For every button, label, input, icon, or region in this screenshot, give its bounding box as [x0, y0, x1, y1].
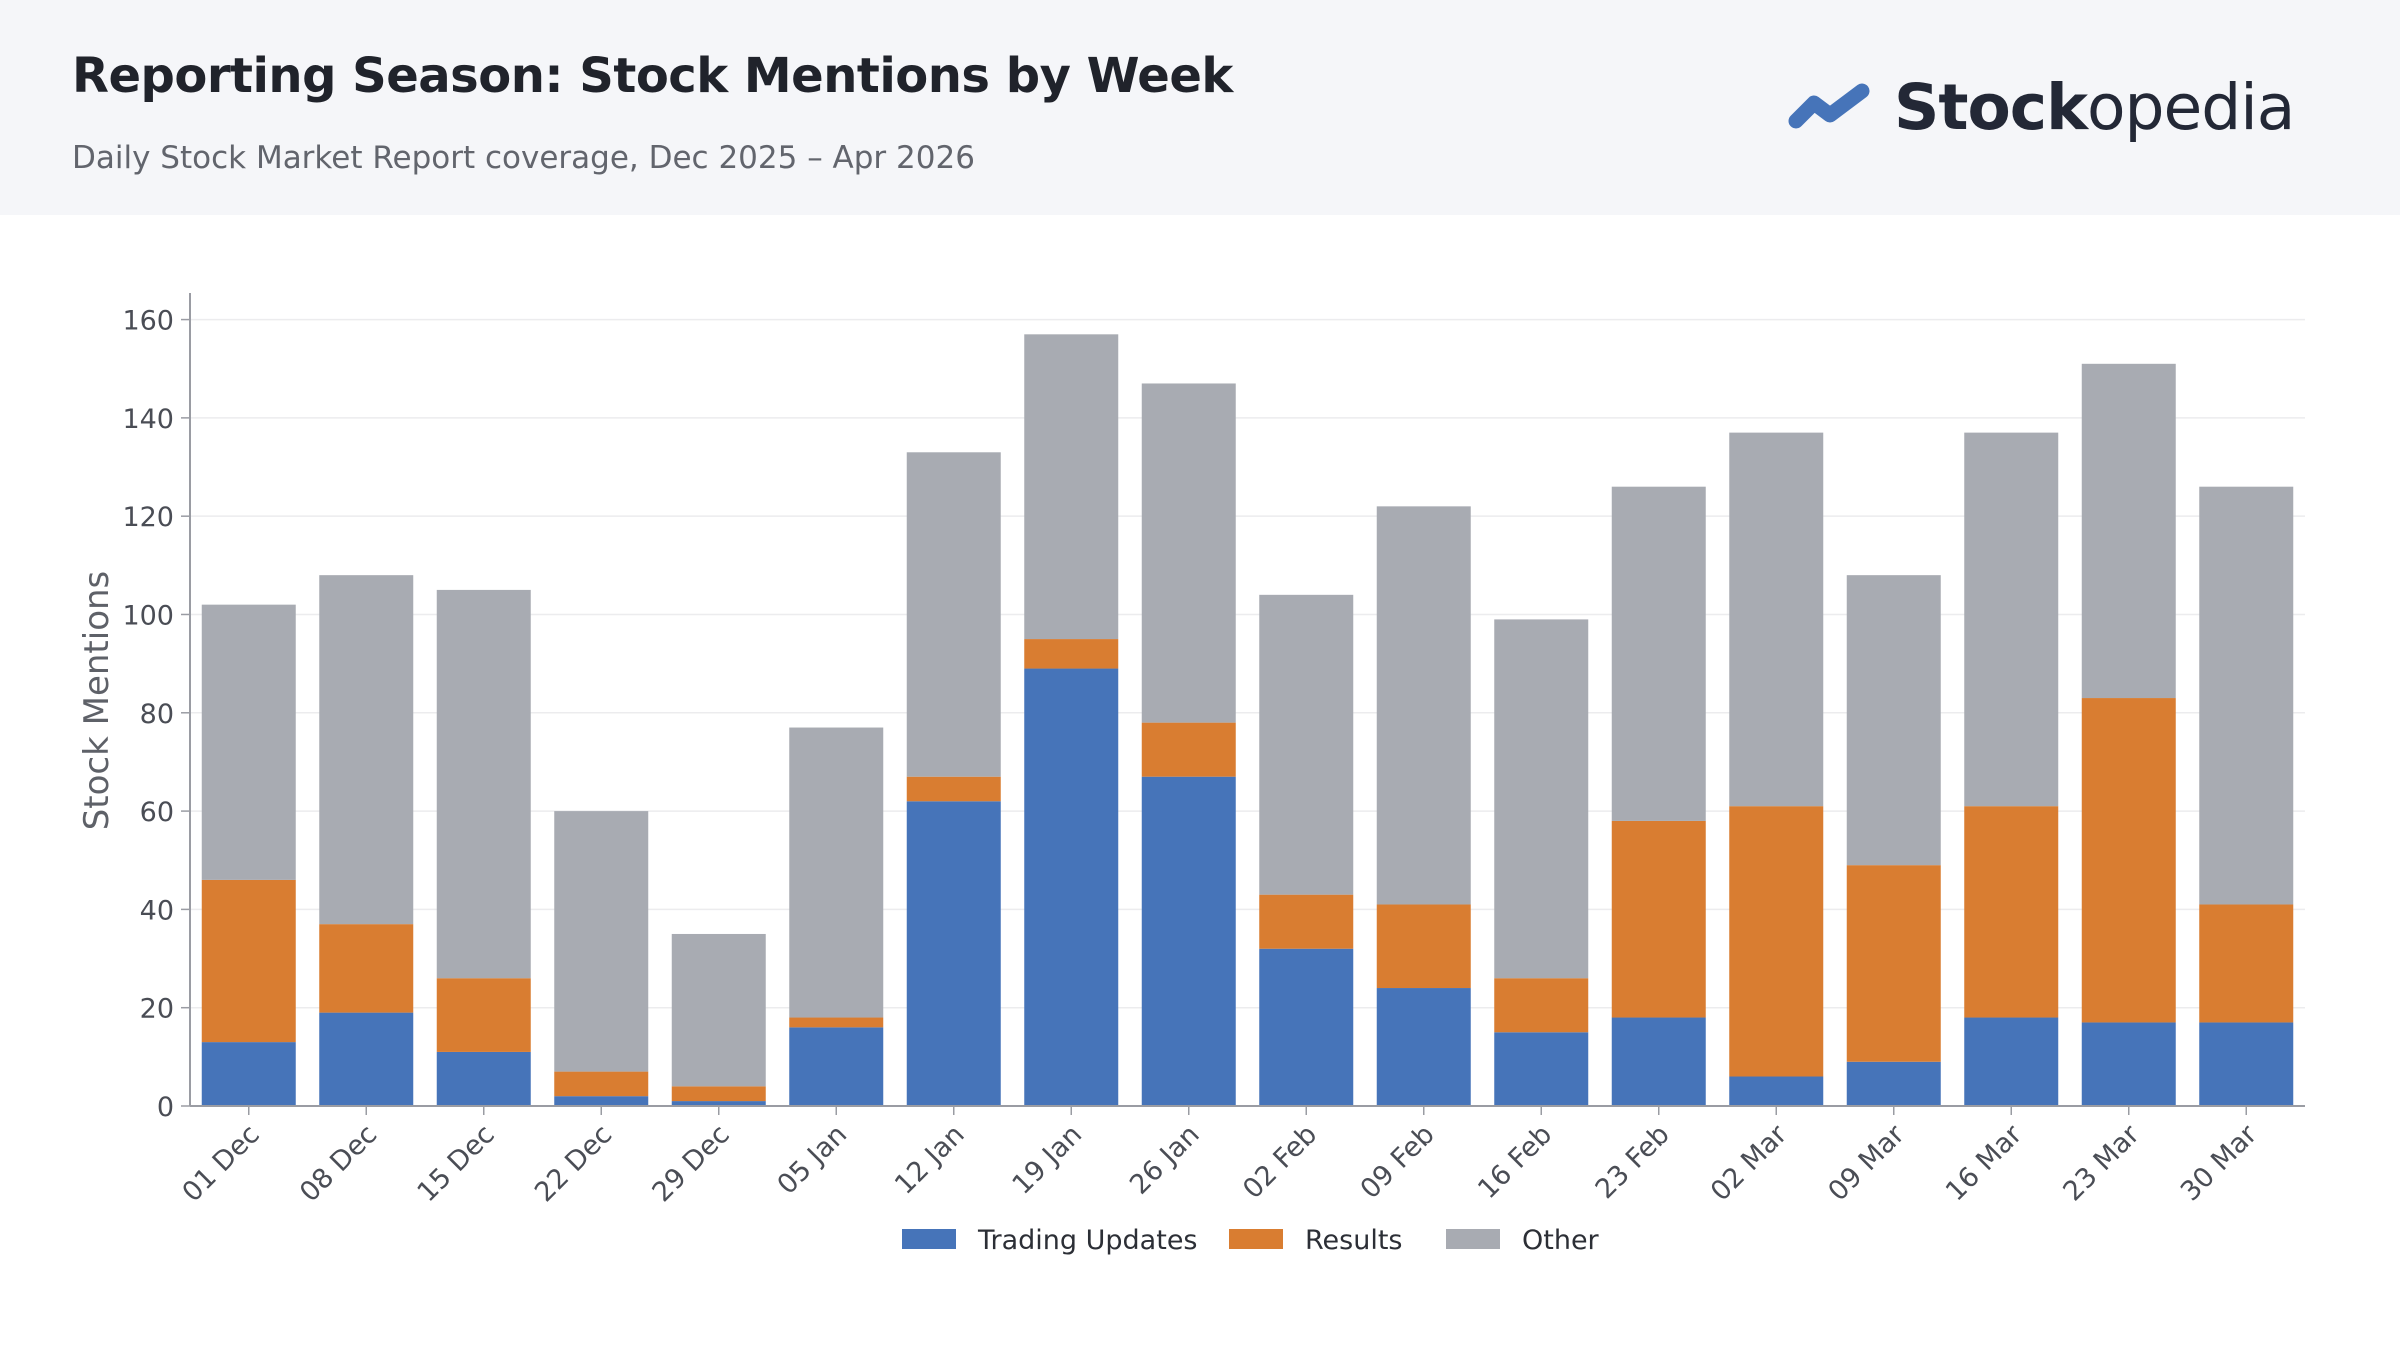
bar-other: [2081, 363, 2176, 699]
bar-trading-updates: [906, 801, 1001, 1106]
bar-results: [2199, 904, 2294, 1023]
legend-swatch: [1446, 1229, 1500, 1249]
bar-trading-updates: [1611, 1017, 1706, 1106]
bar-results: [671, 1086, 766, 1102]
x-tick-label: 02 Feb: [1237, 1119, 1323, 1205]
bar-other: [1611, 486, 1706, 821]
bar-results: [1259, 894, 1354, 949]
x-tick-label: 23 Mar: [2057, 1118, 2146, 1207]
y-tick-label: 0: [157, 1092, 174, 1123]
bar-other: [2199, 486, 2294, 905]
y-tick-label: 20: [140, 994, 174, 1025]
bar-results: [1024, 639, 1119, 669]
y-axis-label: Stock Mentions: [77, 571, 117, 831]
bar-other: [789, 727, 884, 1018]
bar-other: [1964, 432, 2059, 807]
chart-subtitle: Daily Stock Market Report coverage, Dec …: [72, 140, 975, 176]
bar-results: [1376, 904, 1471, 989]
legend-swatch: [1229, 1229, 1283, 1249]
legend-label: Other: [1522, 1225, 1600, 1256]
bar-other: [1376, 506, 1471, 905]
bar-trading-updates: [789, 1027, 884, 1106]
bar-trading-updates: [1846, 1061, 1941, 1106]
bar-other: [1141, 383, 1236, 723]
bar-trading-updates: [201, 1042, 296, 1106]
bar-other: [1494, 619, 1589, 979]
bar-results: [789, 1017, 884, 1028]
legend-label: Trading Updates: [977, 1225, 1198, 1256]
logo-mark-icon: [1788, 83, 1870, 129]
bar-trading-updates: [2199, 1022, 2294, 1106]
y-tick-label: 40: [140, 895, 174, 926]
bar-results: [1141, 722, 1236, 777]
y-tick-label: 160: [122, 306, 174, 337]
bar-results: [1494, 978, 1589, 1033]
bar-other: [436, 589, 531, 979]
bar-results: [1611, 820, 1706, 1018]
bar-trading-updates: [554, 1096, 649, 1106]
x-tick-label: 09 Mar: [1822, 1118, 1911, 1207]
bar-other: [906, 452, 1001, 777]
x-tick-label: 16 Feb: [1472, 1119, 1558, 1205]
bar-results: [2081, 698, 2176, 1023]
x-tick-label: 02 Mar: [1705, 1118, 1794, 1207]
bar-trading-updates: [1964, 1017, 2059, 1106]
logo-wordmark-bold: Stock: [1894, 70, 2088, 144]
bar-results: [554, 1071, 649, 1097]
y-tick-label: 100: [122, 600, 174, 631]
x-tick-label: 12 Jan: [889, 1119, 971, 1201]
bar-results: [319, 924, 414, 1013]
bar-results: [1964, 806, 2059, 1018]
bar-trading-updates: [1024, 668, 1119, 1106]
y-tick-label: 80: [140, 699, 174, 730]
bar-results: [1846, 865, 1941, 1062]
legend-label: Results: [1305, 1225, 1403, 1256]
bar-trading-updates: [436, 1051, 531, 1106]
bar-results: [201, 879, 296, 1043]
bar-other: [201, 604, 296, 880]
bar-results: [906, 776, 1001, 802]
logo-wordmark: Stockopedia: [1894, 70, 2295, 144]
bar-other: [1259, 594, 1354, 895]
x-tick-label: 23 Feb: [1590, 1119, 1676, 1205]
x-tick-label: 08 Dec: [294, 1119, 383, 1208]
x-tick-label: 09 Feb: [1355, 1119, 1441, 1205]
legend-swatch: [902, 1229, 956, 1249]
x-tick-label: 01 Dec: [176, 1119, 265, 1208]
bar-other: [1024, 334, 1119, 640]
bar-trading-updates: [1729, 1076, 1824, 1106]
x-tick-label: 15 Dec: [411, 1119, 500, 1208]
x-tick-label: 16 Mar: [1940, 1118, 2029, 1207]
bar-results: [436, 978, 531, 1052]
bar-other: [671, 933, 766, 1087]
bar-trading-updates: [1141, 776, 1236, 1106]
x-tick-label: 29 Dec: [646, 1119, 735, 1208]
bar-trading-updates: [319, 1012, 414, 1106]
stockopedia-logo: Stockopedia: [1788, 62, 2295, 152]
logo-wordmark-light: opedia: [2087, 70, 2295, 144]
header-band: Reporting Season: Stock Mentions by Week…: [0, 0, 2400, 215]
bar-other: [554, 811, 649, 1072]
bar-other: [1846, 575, 1941, 866]
bar-trading-updates: [1259, 948, 1354, 1106]
x-tick-label: 26 Jan: [1124, 1119, 1206, 1201]
x-tick-label: 22 Dec: [529, 1119, 618, 1208]
stacked-bar-chart: 0 20 40 60 80 100 120 140 160 01 Dec 08 Dec 15 Dec 2…: [77, 293, 2305, 1256]
bar-results: [1729, 806, 1824, 1077]
chart-title: Reporting Season: Stock Mentions by Week: [72, 48, 1233, 104]
y-tick-label: 120: [122, 502, 174, 533]
bar-trading-updates: [2081, 1022, 2176, 1106]
y-tick-label: 140: [122, 404, 174, 435]
bar-trading-updates: [1376, 988, 1471, 1106]
bar-other: [1729, 432, 1824, 807]
x-tick-label: 19 Jan: [1006, 1119, 1088, 1201]
x-tick-label: 30 Mar: [2175, 1118, 2264, 1207]
bar-trading-updates: [671, 1101, 766, 1106]
y-tick-label: 60: [140, 797, 174, 828]
bar-trading-updates: [1494, 1032, 1589, 1106]
x-tick-label: 05 Jan: [771, 1119, 853, 1201]
bar-other: [319, 575, 414, 925]
